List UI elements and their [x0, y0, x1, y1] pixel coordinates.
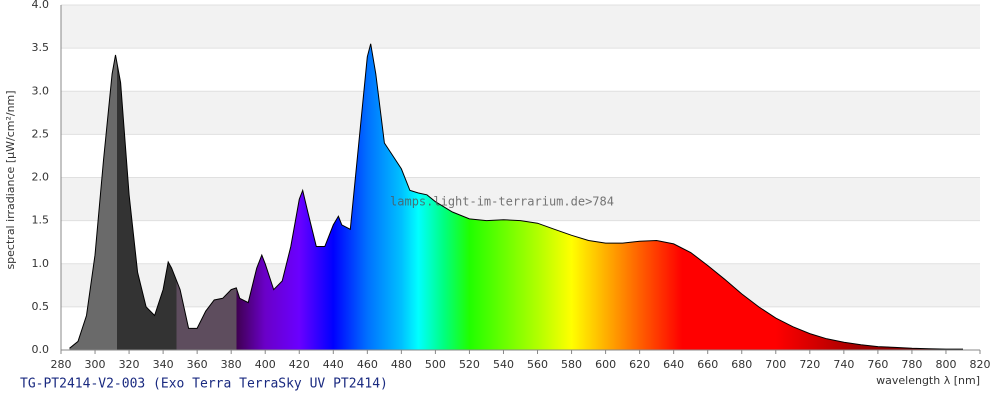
x-tick-label: 700: [765, 358, 786, 371]
x-axis-label: wavelength λ [nm]: [876, 374, 980, 387]
grid-band: [61, 91, 980, 135]
y-tick-label: 4.0: [32, 0, 50, 11]
x-tick-label: 660: [697, 358, 718, 371]
y-tick-label: 1.5: [32, 214, 50, 227]
x-tick-label: 800: [935, 358, 956, 371]
x-tick-label: 600: [595, 358, 616, 371]
spectrum-area: [69, 43, 963, 351]
x-tick-label: 580: [561, 358, 582, 371]
x-tick-label: 720: [799, 358, 820, 371]
x-tick-label: 340: [153, 358, 174, 371]
y-tick-label: 3.0: [32, 84, 50, 97]
x-tick-label: 480: [391, 358, 412, 371]
x-tick-label: 460: [357, 358, 378, 371]
y-tick-label: 2.5: [32, 127, 50, 140]
y-tick-label: 2.0: [32, 171, 50, 184]
x-tick-label: 760: [867, 358, 888, 371]
x-tick-label: 780: [901, 358, 922, 371]
x-tick-label: 520: [459, 358, 480, 371]
x-tick-label: 560: [527, 358, 548, 371]
y-tick-label: 3.5: [32, 41, 50, 54]
subtitle: TG-PT2414-V2-003 (Exo Terra TerraSky UV …: [20, 377, 388, 392]
x-tick-label: 360: [187, 358, 208, 371]
y-tick-label: 0.0: [32, 343, 50, 356]
x-tick-label: 620: [629, 358, 650, 371]
x-tick-label: 320: [119, 358, 140, 371]
x-tick-label: 540: [493, 358, 514, 371]
spectrum-line: [69, 43, 963, 350]
x-tick-label: 420: [289, 358, 310, 371]
x-tick-label: 500: [425, 358, 446, 371]
x-tick-label: 820: [970, 358, 991, 371]
annotation: lamps.light-im-terrarium.de>784: [390, 195, 614, 209]
y-axis-label: spectral irradiance [µW/cm²/nm]: [4, 90, 17, 269]
x-tick-label: 300: [85, 358, 106, 371]
grid-band: [61, 5, 980, 49]
x-tick-label: 280: [51, 358, 72, 371]
x-tick-label: 740: [833, 358, 854, 371]
y-tick-label: 0.5: [32, 300, 50, 313]
y-tick-label: 1.0: [32, 257, 50, 270]
x-tick-label: 680: [731, 358, 752, 371]
x-tick-label: 440: [323, 358, 344, 371]
x-tick-label: 640: [663, 358, 684, 371]
x-tick-label: 400: [255, 358, 276, 371]
x-tick-label: 380: [221, 358, 242, 371]
grid-band: [61, 177, 980, 221]
